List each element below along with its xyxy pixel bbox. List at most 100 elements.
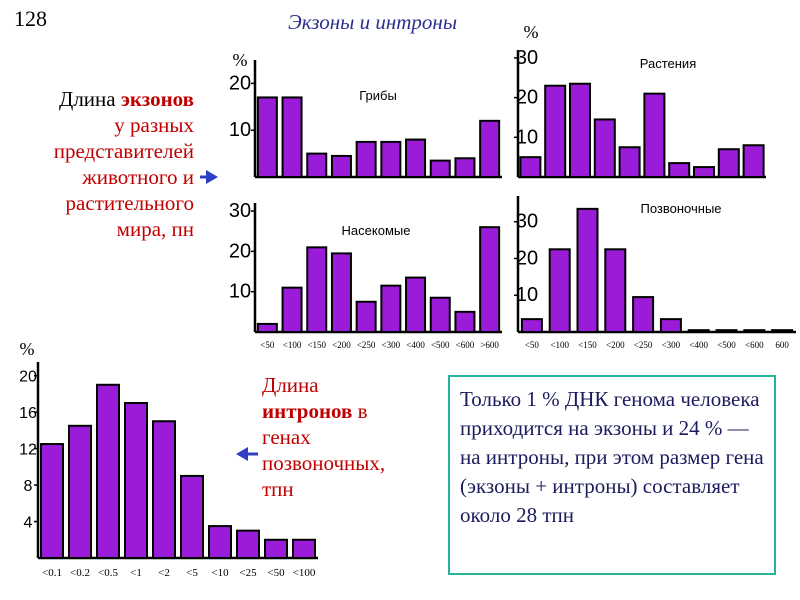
intron-caption: Длина интронов в генах позвоночных, тпн [262,372,432,502]
y-tick-label-8: 8 [24,478,33,495]
bar-<500 [429,296,451,333]
bar-<0.5 [96,383,120,560]
bar-<150 [306,152,328,179]
bar-<600 [717,148,740,178]
chart-title: Грибы [359,88,397,103]
y-tick-label-20: 20 [19,369,37,386]
bar-<500 [715,329,738,334]
bar-<250 [618,146,641,178]
y-tick-label-30: 30 [516,211,538,233]
bar-<600 [743,329,766,334]
bar-<50 [256,322,278,333]
y-tick-label-20: 20 [229,240,251,262]
x-tick-label: <250 [357,340,376,350]
y-tick-label-20: 20 [516,247,538,269]
arrow-left-icon [236,447,258,461]
bar-<300 [380,140,402,178]
y-tick-label-10: 10 [516,126,538,148]
bar-<100 [281,286,303,333]
bar-<2 [152,420,176,560]
y-tick-label-4: 4 [24,515,33,532]
bar-<400 [668,162,691,178]
bar-<50 [264,538,288,560]
exon-caption-line-4: животного и [82,165,194,189]
bar-<300 [659,318,682,333]
x-tick-label: <25 [239,567,257,579]
chart-4: 10 20 30 <50 <100 <150 <200 <250 <300 <400 <500 <60… [514,196,796,350]
x-tick-label: <600 [745,340,764,350]
bar-<250 [355,140,377,178]
x-tick-label: <0.1 [42,567,62,579]
x-tick-label: <2 [158,567,170,579]
bar-<250 [632,296,655,334]
x-tick-label: <0.5 [98,567,118,579]
bar-<200 [330,154,352,179]
intron-caption-line-2: интронов в [262,398,432,424]
x-tick-label: <50 [260,340,275,350]
x-tick-label: <300 [662,340,681,350]
bar-<10 [208,525,232,559]
info-box: Только 1 % ДНК генома человека приходитс… [448,375,776,575]
bar-<150 [306,246,328,333]
intron-caption-line-1: Длина [262,373,319,397]
exon-caption-line-1: Длина экзонов [8,86,194,112]
y-axis-label: % [233,50,248,70]
bar->600 [479,226,501,333]
bar-<400 [405,138,427,178]
bar-<100 [544,84,567,178]
bar-<150 [569,82,591,178]
x-tick-label: <150 [578,340,597,350]
exon-caption-line-3: представителей [53,139,194,163]
bar-<100 [281,96,303,178]
y-tick-label-30: 30 [516,47,538,69]
bar-<150 [576,207,599,333]
bar-<50 [256,96,278,178]
bar-<200 [593,118,616,178]
bar-<400 [405,276,427,333]
arrow-right-icon [200,170,218,184]
y-tick-label-20: 20 [516,87,538,109]
bar-<0.2 [68,424,92,560]
y-tick-label-10: 10 [229,119,251,141]
bar-<1 [124,402,148,559]
exon-caption-line-6: мира, пн [116,217,194,241]
intron-caption-line-4: позвоночных, [262,451,386,475]
x-tick-label: <400 [689,340,708,350]
intron-caption-line-3: генах [262,425,311,449]
page-title: Экзоны и интроны [288,10,458,34]
bar-<500 [693,166,715,178]
chart-2: 10 20 30 Растения% [514,22,766,179]
x-tick-label: <150 [307,340,326,350]
bar->600 [742,144,765,178]
intron-caption-highlight: интронов [262,399,353,423]
y-tick-label-20: 20 [229,72,251,94]
x-tick-label: <100 [293,567,316,579]
x-tick-label: <500 [717,340,736,350]
bar-<200 [330,252,352,333]
y-tick-label-16: 16 [19,405,37,422]
x-tick-label: <1 [130,567,142,579]
slide-number: 128 [14,6,47,31]
chart-3: 10 20 30 <50 <100 <150 <200 <250 <300 <400 <500 <60… [229,200,502,350]
y-tick-label-12: 12 [19,442,37,459]
intron-caption-line-5: тпн [262,477,294,501]
bar-<100 [548,248,571,334]
x-tick-label: <300 [382,340,401,350]
x-tick-label: <5 [186,567,198,579]
y-tick-label-30: 30 [229,200,251,222]
bar-<5 [180,474,204,559]
y-axis-label: % [20,339,35,359]
bar->600 [771,329,794,334]
bar-<300 [643,92,666,178]
x-tick-label: <50 [525,340,540,350]
bar-<600 [454,310,476,333]
y-tick-label-10: 10 [229,281,251,303]
bar-<400 [687,329,710,334]
chart-title: Насекомые [342,223,411,238]
x-tick-label: <600 [456,340,475,350]
x-tick-label: <400 [406,340,425,350]
exon-caption-highlight: экзонов [120,87,194,111]
intron-caption-suffix: в [352,399,368,423]
bar-<0.1 [40,443,64,559]
